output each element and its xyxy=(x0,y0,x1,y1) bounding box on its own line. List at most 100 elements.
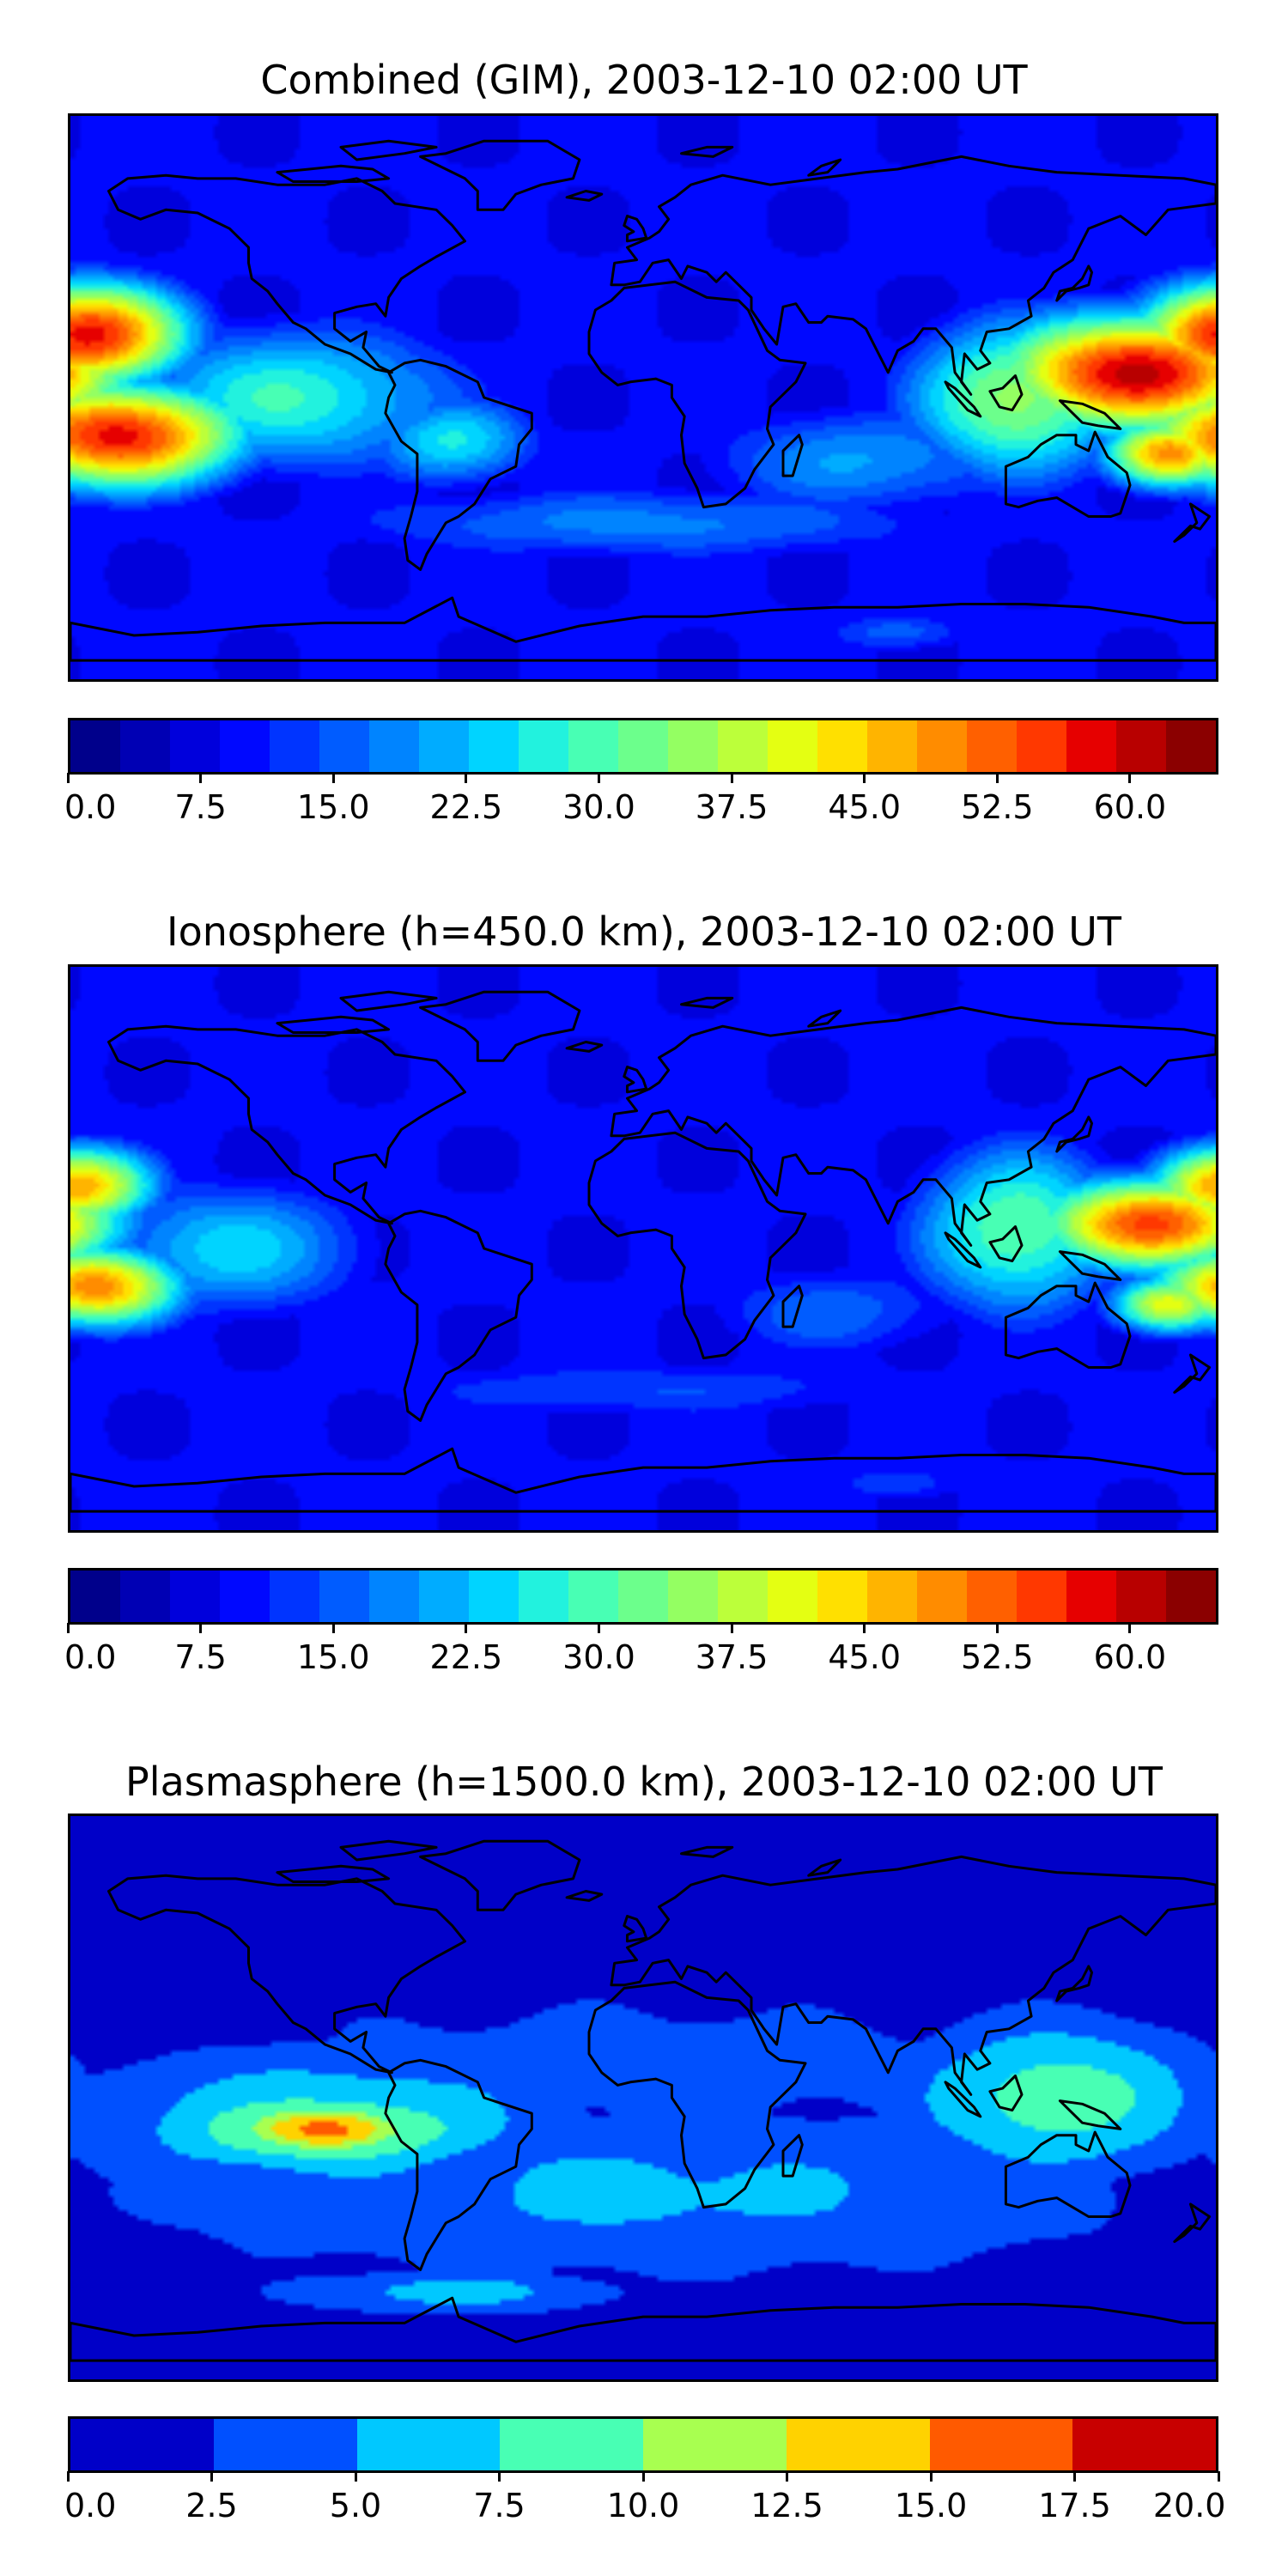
colorbar-cell xyxy=(718,1571,768,1622)
coastline-novaya-zemlya xyxy=(807,1009,842,1028)
colorbar-cell xyxy=(618,720,668,772)
coastline-japan xyxy=(1055,264,1093,302)
coastline-new-guinea xyxy=(1058,399,1122,430)
coastline-arctic-island-2 xyxy=(339,139,438,161)
colorbar-cell xyxy=(469,720,519,772)
coastline-europe-asia xyxy=(610,1855,1216,2096)
coastline-japan xyxy=(1055,1965,1093,2002)
coastline-uk xyxy=(623,1915,648,1943)
colorbar-cell xyxy=(1066,1571,1116,1622)
colorbar-cell xyxy=(270,720,319,772)
colorbar-cell xyxy=(120,720,170,772)
colorbar-cell xyxy=(967,720,1017,772)
colorbar-cell xyxy=(643,2419,787,2470)
coastline-africa xyxy=(587,280,807,509)
colorbar-cell xyxy=(917,1571,967,1622)
colorbar-tick-label: 37.5 xyxy=(695,1638,769,1676)
coastline-madagascar xyxy=(781,1285,804,1328)
colorbar-cell xyxy=(1017,1571,1066,1622)
colorbar-cell xyxy=(867,1571,917,1622)
coastline-new-zealand xyxy=(1173,502,1212,544)
colorbar-cell xyxy=(70,1571,120,1622)
coastline-north-america xyxy=(107,1874,466,2075)
colorbar-cell xyxy=(170,720,220,772)
colorbar-cell xyxy=(213,2419,357,2470)
map-combined xyxy=(68,113,1218,682)
coastline-arctic-island-1 xyxy=(276,1864,391,1883)
coastline-arctic-island-1 xyxy=(276,164,391,183)
coastline-south-america xyxy=(384,1209,533,1422)
scalar-field-image xyxy=(70,967,1216,1530)
colorbar-ticks-combined: 0.0 7.5 15.0 22.5 30.0 37.5 45.0 52.5 60.0 xyxy=(64,773,1218,826)
colorbar-ticks-plasmasphere: 0.0 2.5 5.0 7.5 10.0 12.5 15.0 17.5 20.0 xyxy=(64,2471,1225,2524)
coastline-antarctica xyxy=(70,2296,1216,2362)
colorbar-cell xyxy=(419,1571,469,1622)
colorbar-tick-label: 52.5 xyxy=(960,1638,1034,1676)
coastline-australia xyxy=(1004,430,1132,518)
colorbar-cell xyxy=(220,1571,270,1622)
coastline-uk xyxy=(623,215,648,243)
coastline-borneo xyxy=(988,2075,1024,2112)
colorbar-cell xyxy=(369,1571,419,1622)
map-svg xyxy=(70,116,1216,679)
coastline-south-america xyxy=(384,2058,533,2271)
coastline-sumatra xyxy=(944,1231,982,1269)
coastline-iceland xyxy=(565,190,604,202)
colorbar-tick-label: 5.0 xyxy=(329,2487,382,2524)
coastline-svalbard xyxy=(680,996,734,1009)
coastline-greenland xyxy=(419,990,581,1062)
colorbar-tick-label: 7.5 xyxy=(473,2487,526,2524)
colorbar-combined xyxy=(68,718,1218,775)
coastline-europe-asia xyxy=(610,155,1216,396)
coastline-africa xyxy=(587,1131,807,1360)
coastline-north-america xyxy=(107,173,466,374)
colorbar-tick-label: 15.0 xyxy=(296,788,370,826)
colorbar-plasmasphere xyxy=(68,2416,1218,2473)
coastline-antarctica xyxy=(70,1447,1216,1513)
coastline-greenland xyxy=(419,1839,581,1911)
colorbar-cell xyxy=(568,1571,618,1622)
coastline-new-guinea xyxy=(1058,1250,1122,1281)
colorbar-cell xyxy=(70,720,120,772)
panel-title: Combined (GIM), 2003-12-10 02:00 UT xyxy=(260,57,1028,103)
colorbar-cell xyxy=(1116,720,1166,772)
colorbar-cell xyxy=(817,1571,867,1622)
colorbar-cell xyxy=(1066,720,1116,772)
colorbar-cell xyxy=(967,1571,1017,1622)
colorbar-tick-label: 10.0 xyxy=(606,2487,680,2524)
colorbar-cell xyxy=(319,1571,369,1622)
colorbar-cell xyxy=(319,720,369,772)
coastline-north-america xyxy=(107,1024,466,1225)
coastline-south-america xyxy=(384,358,533,571)
colorbar-tick-label: 0.0 xyxy=(64,2487,117,2524)
coastline-arctic-island-2 xyxy=(339,1839,438,1862)
colorbar-cell xyxy=(768,1571,817,1622)
colorbar-cell xyxy=(867,720,917,772)
colorbar-cell xyxy=(70,2419,214,2470)
colorbar-tick-label: 0.0 xyxy=(64,788,117,826)
coastline-iceland xyxy=(565,1890,604,1902)
coastline-japan xyxy=(1055,1115,1093,1153)
coastline-arctic-island-2 xyxy=(339,990,438,1012)
colorbar-cell xyxy=(270,1571,319,1622)
colorbar-cell xyxy=(668,1571,718,1622)
colorbar-tick-label: 2.5 xyxy=(185,2487,238,2524)
map-svg xyxy=(70,967,1216,1530)
colorbar-ticks-ionosphere: 0.0 7.5 15.0 22.5 30.0 37.5 45.0 52.5 60.0 xyxy=(64,1623,1218,1676)
colorbar-cell xyxy=(369,720,419,772)
coastline-arctic-island-1 xyxy=(276,1015,391,1034)
colorbar-cell xyxy=(1017,720,1066,772)
coastline-greenland xyxy=(419,139,581,211)
colorbar-cell xyxy=(419,720,469,772)
colorbar-tick-label: 12.5 xyxy=(750,2487,823,2524)
colorbar-tick-label: 60.0 xyxy=(1093,788,1167,826)
colorbar-tick-label: 0.0 xyxy=(64,1638,117,1676)
coastline-madagascar xyxy=(781,434,804,477)
scalar-field-image xyxy=(70,1816,1216,2379)
colorbar-cell xyxy=(817,720,867,772)
coastline-antarctica xyxy=(70,596,1216,662)
coastline-australia xyxy=(1004,2130,1132,2218)
map-ionosphere xyxy=(68,964,1218,1533)
colorbar-cell xyxy=(786,2419,930,2470)
colorbar-ionosphere xyxy=(68,1568,1218,1625)
